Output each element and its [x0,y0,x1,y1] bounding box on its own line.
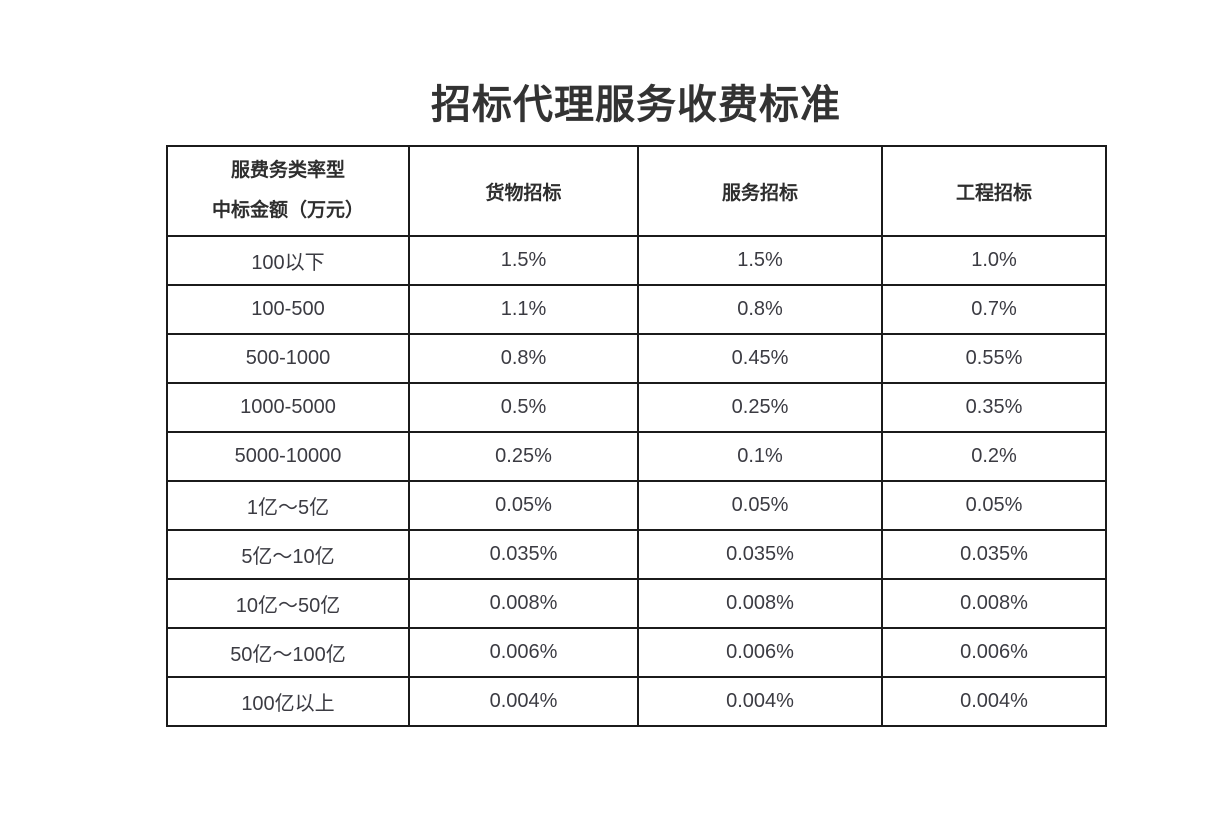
row-label-cell: 100亿以上 [166,676,410,727]
rate-cell: 0.25% [637,382,883,433]
rate-cell: 0.035% [408,529,639,580]
row-label-cell: 100-500 [166,284,410,335]
row-label-cell: 10亿～50亿 [166,578,410,629]
rate-cell: 0.7% [881,284,1107,335]
rate-cell: 0.006% [637,627,883,678]
rate-cell: 0.55% [881,333,1107,384]
row-label-cell: 50亿～100亿 [166,627,410,678]
rate-cell: 0.05% [408,480,639,531]
rate-cell: 0.1% [637,431,883,482]
corner-header-line1: 服费务类率型 [230,160,345,181]
rate-cell: 0.004% [881,676,1107,727]
corner-header-line2: 中标金额（万元） [211,200,364,221]
table-row: 10亿～50亿 0.008% 0.008% 0.008% [166,578,1107,629]
row-label-cell: 500-1000 [166,333,410,384]
rate-cell: 0.008% [637,578,883,629]
rate-cell: 0.2% [881,431,1107,482]
table-row: 100亿以上 0.004% 0.004% 0.004% [166,676,1107,727]
corner-header-cell: 服费务类率型 中标金额（万元） [166,145,410,237]
rate-cell: 0.25% [408,431,639,482]
table-row: 1000-5000 0.5% 0.25% 0.35% [166,382,1107,433]
table-row: 50亿～100亿 0.006% 0.006% 0.006% [166,627,1107,678]
rate-cell: 0.035% [637,529,883,580]
rate-cell: 0.008% [881,578,1107,629]
fee-table: 服费务类率型 中标金额（万元） 货物招标 服务招标 工程招标 100以下 1.5… [166,145,1107,727]
rate-cell: 0.05% [881,480,1107,531]
rate-cell: 0.05% [637,480,883,531]
row-label-cell: 5亿～10亿 [166,529,410,580]
row-label-cell: 5000-10000 [166,431,410,482]
rate-cell: 1.5% [408,235,639,286]
column-header-goods: 货物招标 [408,145,639,237]
rate-cell: 1.0% [881,235,1107,286]
rate-cell: 0.004% [408,676,639,727]
table-row: 100-500 1.1% 0.8% 0.7% [166,284,1107,335]
rate-cell: 1.1% [408,284,639,335]
rate-cell: 0.004% [637,676,883,727]
table-row: 1亿～5亿 0.05% 0.05% 0.05% [166,480,1107,531]
page-title: 招标代理服务收费标准 [431,82,841,127]
rate-cell: 0.006% [408,627,639,678]
rate-cell: 0.35% [881,382,1107,433]
table-row: 5000-10000 0.25% 0.1% 0.2% [166,431,1107,482]
row-label-cell: 100以下 [166,235,410,286]
table-row: 500-1000 0.8% 0.45% 0.55% [166,333,1107,384]
column-header-engineering: 工程招标 [881,145,1107,237]
row-label-cell: 1亿～5亿 [166,480,410,531]
rate-cell: 0.008% [408,578,639,629]
column-header-services: 服务招标 [637,145,883,237]
table-row: 100以下 1.5% 1.5% 1.0% [166,235,1107,286]
rate-cell: 0.8% [408,333,639,384]
rate-cell: 0.5% [408,382,639,433]
table-row: 5亿～10亿 0.035% 0.035% 0.035% [166,529,1107,580]
table-header-row: 服费务类率型 中标金额（万元） 货物招标 服务招标 工程招标 [166,145,1107,237]
rate-cell: 0.035% [881,529,1107,580]
row-label-cell: 1000-5000 [166,382,410,433]
rate-cell: 0.45% [637,333,883,384]
rate-cell: 0.006% [881,627,1107,678]
rate-cell: 1.5% [637,235,883,286]
rate-cell: 0.8% [637,284,883,335]
